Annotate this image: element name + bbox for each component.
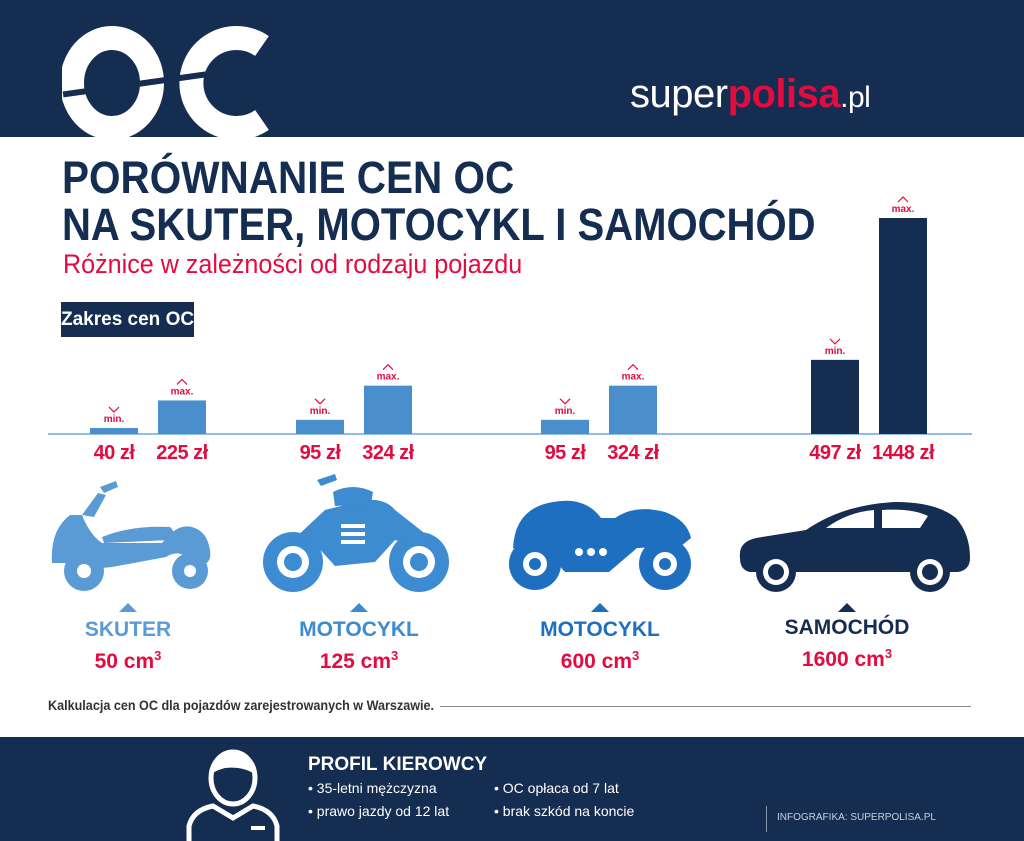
vehicle-name-motorcycle-600: MOTOCYKL bbox=[540, 618, 660, 641]
range-label: Zakres cen OC: bbox=[61, 302, 200, 337]
page-title-line1: PORÓWNANIE CEN OC bbox=[62, 152, 515, 203]
chart-marker-label: min. bbox=[104, 414, 125, 425]
credit-divider bbox=[766, 806, 767, 832]
chart-bar-max bbox=[158, 400, 206, 434]
chart-value-label: 497 zł bbox=[809, 442, 861, 464]
chart-value-label: 324 zł bbox=[362, 442, 414, 464]
price-chart: min. 40 zł max. 225 zł min. 95 zł max. 324 zł mi… bbox=[48, 196, 972, 464]
chevron-down-icon bbox=[314, 398, 326, 405]
chart-marker-label: max. bbox=[622, 372, 645, 383]
profile-title: PROFIL KIEROWCY bbox=[308, 754, 488, 775]
chevron-up-icon bbox=[627, 363, 639, 371]
chart-bar-min bbox=[541, 419, 589, 434]
chevron-up-icon bbox=[176, 378, 188, 385]
chevron-down-icon bbox=[829, 338, 841, 345]
profile-item: • brak szkód na koncie bbox=[494, 803, 635, 819]
chevron-up-icon bbox=[897, 196, 909, 203]
profile-item: • 35-letni mężczyzna bbox=[308, 780, 437, 796]
scooter-icon bbox=[51, 481, 211, 591]
driver-icon bbox=[186, 749, 280, 841]
chevron-down-icon bbox=[108, 406, 120, 413]
car-icon bbox=[739, 502, 970, 592]
page-title-line2: NA SKUTER, MOTOCYKL I SAMOCHÓD bbox=[62, 199, 816, 250]
chart-value-label: 40 zł bbox=[94, 442, 136, 464]
vehicle-capacity-car: 1600 cm3 bbox=[801, 646, 893, 671]
chart-marker-label: max. bbox=[892, 204, 915, 215]
chart-value-label: 95 zł bbox=[300, 442, 342, 464]
chart-value-label: 225 zł bbox=[156, 442, 208, 464]
header-band bbox=[0, 0, 1024, 137]
footer-band bbox=[0, 737, 1024, 841]
vehicle-name-scooter: SKUTER bbox=[84, 618, 172, 641]
chevron-down-icon bbox=[559, 398, 571, 405]
chart-marker-label: min. bbox=[310, 406, 331, 417]
brand-logo: superpolisa.pl bbox=[630, 72, 871, 116]
page-subtitle: Różnice w zależności od rodzaju pojazdu bbox=[63, 249, 523, 279]
chart-value-label: 95 zł bbox=[545, 442, 587, 464]
vehicle-pointer-4 bbox=[838, 603, 856, 612]
chart-bar-min bbox=[811, 359, 859, 434]
chevron-up-icon bbox=[382, 363, 394, 371]
motorcycle-600-icon bbox=[509, 500, 691, 590]
chart-marker-label: min. bbox=[825, 346, 846, 357]
chart-bar-max bbox=[609, 385, 657, 434]
profile-item: • prawo jazdy od 12 lat bbox=[308, 803, 450, 819]
vehicle-pointer-1 bbox=[119, 603, 137, 612]
vehicle-capacity-scooter: 50 cm3 bbox=[94, 648, 162, 673]
vehicle-name-car: SAMOCHÓD bbox=[784, 616, 910, 639]
oc-logo bbox=[62, 26, 284, 140]
note-divider bbox=[440, 706, 971, 707]
chart-bar-max bbox=[364, 385, 412, 434]
chart-bar-min bbox=[296, 419, 344, 434]
chart-marker-label: max. bbox=[377, 372, 400, 383]
motorcycle-125-icon bbox=[263, 474, 449, 592]
chart-marker-label: max. bbox=[171, 386, 194, 397]
vehicle-capacity-motorcycle-125: 125 cm3 bbox=[319, 648, 399, 673]
chart-marker-label: min. bbox=[555, 406, 576, 417]
chart-bar-max bbox=[879, 218, 927, 434]
calculation-note: Kalkulacja cen OC dla pojazdów zarejestr… bbox=[48, 697, 435, 713]
vehicle-pointer-3 bbox=[591, 603, 609, 612]
vehicle-name-motorcycle-125: MOTOCYKL bbox=[299, 618, 419, 641]
chart-value-label: 1448 zł bbox=[872, 442, 935, 464]
profile-item: • OC opłaca od 7 lat bbox=[494, 780, 619, 796]
chart-bar-min bbox=[90, 428, 138, 434]
vehicle-pointer-2 bbox=[350, 603, 368, 612]
infographic-credit: INFOGRAFIKA: SUPERPOLISA.PL bbox=[777, 812, 936, 823]
vehicle-capacity-motorcycle-600: 600 cm3 bbox=[560, 648, 640, 673]
chart-value-label: 324 zł bbox=[607, 442, 659, 464]
